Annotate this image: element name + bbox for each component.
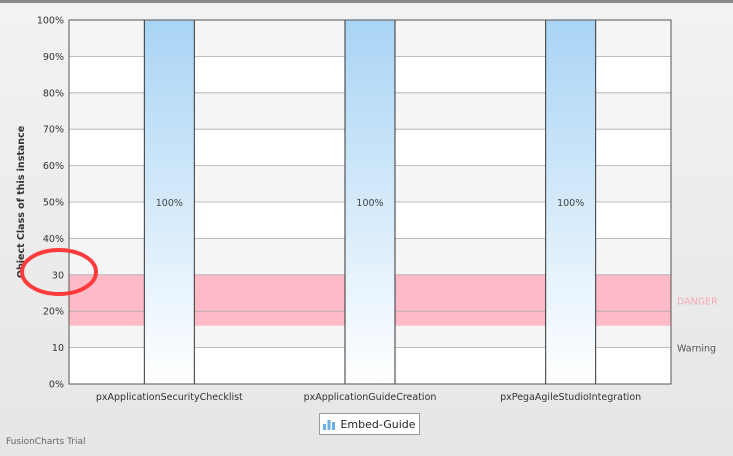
y-tick-label: 40% xyxy=(43,234,64,245)
x-tick-label: pxApplicationSecurityChecklist xyxy=(96,392,243,403)
legend[interactable]: Embed-Guide xyxy=(319,413,420,435)
y-axis-label: Object Class of this instance xyxy=(16,126,27,278)
data-label: 100% xyxy=(557,198,584,209)
data-label: 100% xyxy=(356,198,383,209)
window-top-border xyxy=(0,0,733,3)
x-axis-ticks: pxApplicationSecurityChecklist pxApplicat… xyxy=(96,392,641,403)
plot-frame xyxy=(68,19,672,385)
y-tick-label: 100% xyxy=(37,16,64,27)
bar-series xyxy=(143,19,597,385)
bar[interactable] xyxy=(143,19,195,385)
y-tick-label: 70% xyxy=(43,125,64,136)
x-tick-label: pxPegaAgileStudioIntegration xyxy=(500,392,641,403)
legend-entry: Embed-Guide xyxy=(340,417,416,431)
y-tick-label: 60% xyxy=(43,161,64,172)
y-tick-label: 20% xyxy=(43,307,64,318)
bar[interactable] xyxy=(344,19,396,385)
y-tick-label: 90% xyxy=(43,52,64,63)
x-tick-label: pxApplicationGuideCreation xyxy=(304,392,437,403)
value-labels: 100% 100% 100% xyxy=(156,198,585,209)
highlight-annotation xyxy=(20,248,98,296)
y-tick-label: 30 xyxy=(52,270,64,281)
y-axis-ticks: 0% 10 20% 30 40% 50% 60% 70% 80% 90% 100% xyxy=(37,16,64,391)
trial-watermark: FusionCharts Trial xyxy=(6,437,86,447)
trend-zone-label: DANGER xyxy=(677,296,718,307)
bar[interactable] xyxy=(545,19,597,385)
y-tick-label: 50% xyxy=(43,198,64,209)
bar-chart-icon xyxy=(323,419,336,430)
y-tick-label: 0% xyxy=(49,380,64,391)
y-tick-label: 10 xyxy=(52,343,64,354)
y-tick-label: 80% xyxy=(43,88,64,99)
trend-line-label: Warning xyxy=(677,344,716,355)
data-label: 100% xyxy=(156,198,183,209)
